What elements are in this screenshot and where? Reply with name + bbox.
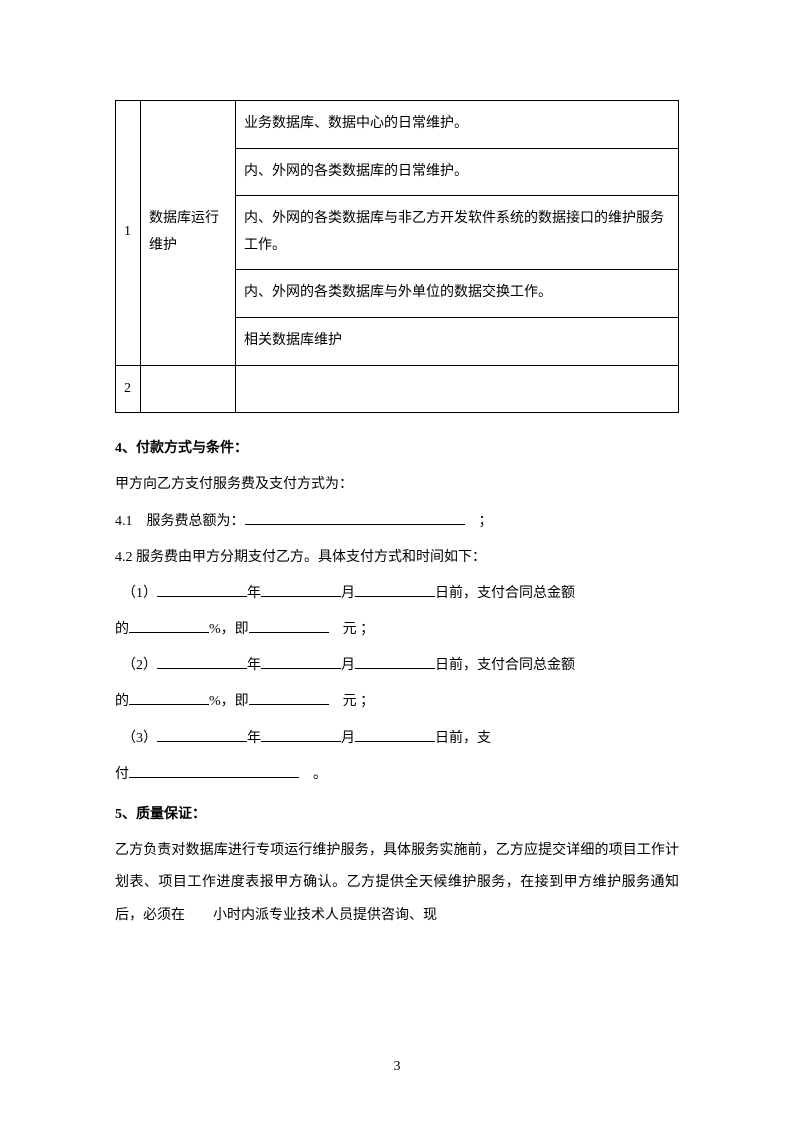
row-1-label: 数据库运行维护 — [141, 101, 236, 366]
row-1-cell-4: 相关数据库维护 — [236, 317, 679, 365]
blank-2-year — [157, 652, 247, 669]
section-5-body: 乙方负责对数据库进行专项运行维护服务，具体服务实施前，乙方应提交详细的项目工作计… — [115, 835, 679, 932]
year-label-1: 年 — [247, 586, 261, 601]
maintenance-table: 1 数据库运行维护 业务数据库、数据中心的日常维护。 内、外网的各类数据库的日常… — [115, 100, 679, 413]
row-2-label — [141, 365, 236, 413]
pay-3: 付 — [115, 767, 129, 782]
line-4-2: 4.2 服务费由甲方分期支付乙方。具体支付方式和时间如下： — [115, 542, 679, 574]
month-label-2: 月 — [341, 658, 355, 673]
payment-item-1a: （1） 年 月 日前，支付合同总金额 — [115, 578, 679, 610]
blank-1-day — [355, 580, 435, 597]
row-2-cell-0 — [236, 365, 679, 413]
blank-1-month — [261, 580, 341, 597]
row-1-cell-3: 内、外网的各类数据库与外单位的数据交换工作。 — [236, 270, 679, 318]
yuan-2: 元 ； — [329, 694, 375, 709]
blank-1-amt — [249, 616, 329, 633]
section-4-intro: 甲方向乙方支付服务费及支付方式为： — [115, 469, 679, 501]
de-2: 的 — [115, 694, 129, 709]
payment-item-2b: 的 %，即 元 ； — [115, 686, 679, 718]
blank-total — [245, 508, 465, 525]
section-4-heading: 4、付款方式与条件： — [115, 433, 679, 465]
yuan-1: 元 ； — [329, 622, 375, 637]
before-day-2: 日前，支付合同总金额 — [435, 658, 575, 673]
row-1-cell-1: 内、外网的各类数据库的日常维护。 — [236, 148, 679, 196]
row-2-num: 2 — [116, 365, 141, 413]
blank-2-pct — [129, 689, 209, 706]
line-4-1-prefix: 4.1 服务费总额为： — [115, 514, 245, 529]
row-1-num: 1 — [116, 101, 141, 366]
row-1-cell-0: 业务数据库、数据中心的日常维护。 — [236, 101, 679, 149]
section-5-heading: 5、质量保证： — [115, 799, 679, 831]
blank-1-year — [157, 580, 247, 597]
de-1: 的 — [115, 622, 129, 637]
item-num-3: （3） — [122, 731, 157, 746]
blank-3-year — [157, 725, 247, 742]
line-4-1-suffix: ； — [465, 514, 493, 529]
blank-1-pct — [129, 616, 209, 633]
pct-ji-2: %，即 — [209, 694, 249, 709]
blank-2-day — [355, 652, 435, 669]
month-label-1: 月 — [341, 586, 355, 601]
month-label-3: 月 — [341, 731, 355, 746]
before-day-3: 日前，支 — [435, 731, 491, 746]
payment-item-2a: （2） 年 月 日前，支付合同总金额 — [115, 650, 679, 682]
line-4-1: 4.1 服务费总额为： ； — [115, 506, 679, 538]
year-label-3: 年 — [247, 731, 261, 746]
item-num-2: （2） — [122, 658, 157, 673]
item-num-1: （1） — [122, 586, 157, 601]
period-3: 。 — [313, 767, 327, 782]
payment-item-1b: 的 %，即 元 ； — [115, 614, 679, 646]
blank-3-day — [355, 725, 435, 742]
year-label-2: 年 — [247, 658, 261, 673]
page-number: 3 — [0, 1051, 794, 1083]
blank-3-month — [261, 725, 341, 742]
blank-2-amt — [249, 689, 329, 706]
blank-2-month — [261, 652, 341, 669]
payment-item-3b: 付 。 — [115, 759, 679, 791]
payment-item-3a: （3） 年 月 日前，支 — [115, 723, 679, 755]
row-1-cell-2: 内、外网的各类数据库与非乙方开发软件系统的数据接口的维护服务工作。 — [236, 196, 679, 270]
before-day-1: 日前，支付合同总金额 — [435, 586, 575, 601]
blank-3-amt — [129, 761, 299, 778]
pct-ji-1: %，即 — [209, 622, 249, 637]
